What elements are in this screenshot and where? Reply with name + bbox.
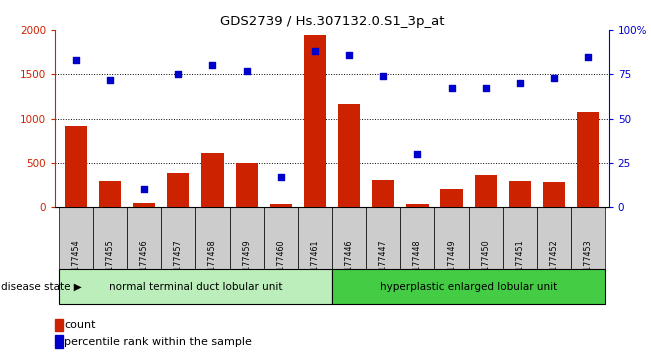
Text: GSM177459: GSM177459 xyxy=(242,239,251,288)
Bar xyxy=(338,103,360,207)
Bar xyxy=(59,269,332,304)
Text: percentile rank within the sample: percentile rank within the sample xyxy=(64,337,253,347)
Point xyxy=(275,174,286,180)
Text: GSM177454: GSM177454 xyxy=(72,239,80,288)
Bar xyxy=(201,153,223,207)
Text: GSM177457: GSM177457 xyxy=(174,239,183,288)
Bar xyxy=(59,207,93,269)
Point xyxy=(515,80,525,86)
Text: GSM177449: GSM177449 xyxy=(447,239,456,288)
Text: GSM177446: GSM177446 xyxy=(344,239,353,288)
Bar xyxy=(93,207,127,269)
Point xyxy=(310,48,320,54)
Text: GSM177448: GSM177448 xyxy=(413,239,422,288)
Point xyxy=(549,75,559,81)
Text: hyperplastic enlarged lobular unit: hyperplastic enlarged lobular unit xyxy=(380,282,557,292)
Bar xyxy=(64,126,87,207)
Bar xyxy=(332,269,605,304)
Bar xyxy=(400,207,434,269)
Bar xyxy=(264,207,298,269)
Bar xyxy=(99,181,121,207)
Text: GSM177452: GSM177452 xyxy=(549,239,559,288)
Bar xyxy=(55,319,62,331)
Text: normal terminal duct lobular unit: normal terminal duct lobular unit xyxy=(109,282,282,292)
Bar xyxy=(230,207,264,269)
Bar xyxy=(133,202,155,207)
Text: disease state ▶: disease state ▶ xyxy=(1,282,82,292)
Text: GSM177455: GSM177455 xyxy=(105,239,115,288)
Text: GSM177447: GSM177447 xyxy=(379,239,388,288)
Text: GSM177460: GSM177460 xyxy=(276,239,285,288)
Point xyxy=(447,86,457,91)
Point xyxy=(139,187,149,192)
Bar xyxy=(571,207,605,269)
Point xyxy=(207,63,217,68)
Point xyxy=(242,68,252,74)
Bar xyxy=(475,175,497,207)
Bar xyxy=(577,112,600,207)
Bar xyxy=(304,35,326,207)
Bar xyxy=(195,207,230,269)
Text: GSM177461: GSM177461 xyxy=(311,239,320,288)
Bar xyxy=(127,207,161,269)
Point xyxy=(378,73,389,79)
Point xyxy=(412,151,422,157)
Bar xyxy=(55,335,62,348)
Bar xyxy=(537,207,571,269)
Bar xyxy=(372,180,395,207)
Point xyxy=(583,54,594,59)
Text: count: count xyxy=(64,320,96,330)
Bar xyxy=(441,189,463,207)
Text: GSM177458: GSM177458 xyxy=(208,239,217,288)
Bar xyxy=(366,207,400,269)
Point xyxy=(70,57,81,63)
Text: GSM177456: GSM177456 xyxy=(140,239,148,288)
Point xyxy=(173,72,184,77)
Text: GSM177453: GSM177453 xyxy=(584,239,592,288)
Bar xyxy=(469,207,503,269)
Bar xyxy=(543,182,565,207)
Bar xyxy=(503,207,537,269)
Bar xyxy=(167,173,189,207)
Bar xyxy=(509,181,531,207)
Point xyxy=(344,52,354,58)
Bar xyxy=(298,207,332,269)
Bar xyxy=(406,205,428,207)
Point xyxy=(105,77,115,82)
Text: GSM177450: GSM177450 xyxy=(481,239,490,288)
Bar xyxy=(434,207,469,269)
Bar xyxy=(161,207,195,269)
Bar xyxy=(270,204,292,207)
Bar xyxy=(236,163,258,207)
Point xyxy=(480,86,491,91)
Text: GSM177451: GSM177451 xyxy=(516,239,524,288)
Bar xyxy=(332,207,366,269)
Title: GDS2739 / Hs.307132.0.S1_3p_at: GDS2739 / Hs.307132.0.S1_3p_at xyxy=(220,15,444,28)
